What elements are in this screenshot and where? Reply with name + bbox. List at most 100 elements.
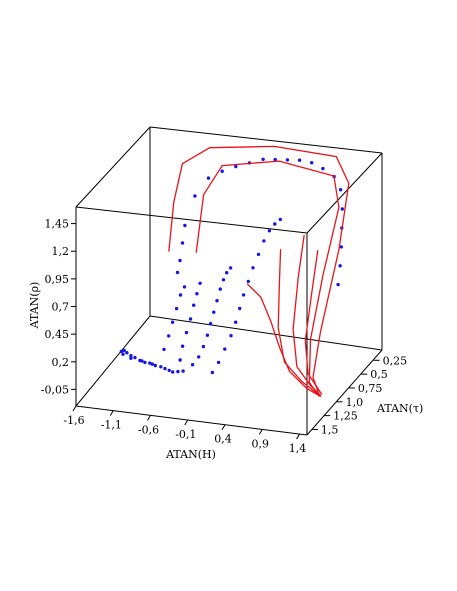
data-point [125, 351, 129, 355]
data-point [167, 334, 171, 338]
data-point [205, 333, 210, 337]
y-tick-label: 0,25 [383, 354, 408, 367]
trajectory-line [277, 249, 320, 396]
data-point [167, 368, 171, 373]
data-point [285, 158, 290, 162]
data-point [208, 322, 213, 326]
trajectory-line [292, 234, 322, 396]
data-point [184, 330, 189, 335]
data-point [188, 317, 193, 321]
box-edge [306, 152, 383, 234]
data-point [178, 293, 183, 297]
z-tick-label: 1,2 [52, 245, 70, 258]
data-point [220, 169, 224, 173]
data-point [215, 299, 219, 303]
box-edge [75, 405, 308, 436]
data-point [310, 161, 314, 165]
data-point [223, 347, 227, 351]
y-axis-label: ATAN(τ) [376, 402, 423, 415]
data-point [198, 281, 202, 285]
x-tick-label: 0,9 [252, 437, 270, 450]
box-edge [75, 126, 151, 208]
data-point [261, 157, 265, 161]
data-point [212, 310, 216, 314]
x-tick-mark [109, 410, 114, 416]
data-point [228, 266, 233, 270]
data-point [221, 278, 226, 282]
data-point [153, 363, 157, 368]
data-point [192, 303, 196, 307]
y-tick-label: 0,75 [358, 382, 383, 395]
x-tick-mark [258, 429, 263, 435]
data-point [163, 366, 167, 371]
trajectory-line [195, 160, 340, 397]
data-point [181, 369, 185, 373]
x-tick-label: -1,1 [101, 419, 122, 432]
data-point [182, 285, 187, 289]
data-point [143, 360, 147, 365]
data-point [162, 347, 166, 352]
data-point [176, 369, 180, 374]
x-tick-mark [184, 419, 189, 426]
data-point [180, 241, 185, 245]
data-point [238, 306, 242, 311]
data-point [321, 166, 325, 171]
data-point [178, 258, 182, 263]
tick-layer: -0,05 0,2 0,45 0,7 0,95 1,2 1,45 -1,6 -1,1 -0,6 -0… [41, 218, 407, 456]
data-point [210, 370, 215, 375]
z-tick-label: 0,2 [52, 356, 70, 369]
z-tick-label: 0,7 [52, 301, 70, 314]
x-tick-mark [221, 424, 226, 430]
data-point [251, 266, 255, 270]
data-point [121, 352, 125, 356]
data-point [140, 359, 144, 363]
box-edge [75, 206, 308, 234]
y-tick-label: 0,5 [370, 368, 388, 381]
data-point [273, 222, 277, 226]
data-point [178, 358, 182, 362]
data-point [119, 349, 124, 354]
z-axis-label: ATAN(ρ) [28, 282, 41, 330]
data-point [339, 245, 343, 249]
x-tick-mark [147, 415, 151, 421]
data-point [273, 157, 277, 162]
plot-box [75, 126, 383, 436]
y-tick-label: 1,25 [333, 410, 358, 423]
x-axis-label: ATAN(H) [165, 448, 216, 461]
data-point [122, 348, 126, 353]
data-point [262, 239, 266, 243]
trajectory-line [168, 145, 350, 396]
data-point [336, 282, 340, 287]
data-point [190, 363, 195, 367]
data-point [180, 344, 185, 348]
data-point [234, 164, 238, 169]
box-edge [75, 315, 151, 407]
data-point [218, 287, 222, 291]
data-point [338, 264, 342, 268]
x-tick-label: 0,4 [214, 433, 232, 446]
data-point [197, 355, 201, 359]
data-point [175, 270, 180, 275]
box-edge [306, 349, 383, 436]
z-tick-label: 0,95 [45, 273, 70, 286]
data-point [159, 365, 163, 369]
data-point [241, 293, 246, 297]
data-point [171, 370, 175, 374]
x-tick-mark [72, 405, 77, 412]
z-tick-label: 0,45 [45, 328, 70, 341]
x-tick-label: -0,1 [175, 428, 196, 441]
data-point [256, 252, 261, 257]
data-point [206, 176, 211, 180]
box-edge [149, 315, 383, 351]
data-point [129, 354, 133, 358]
data-point [150, 362, 154, 366]
trajectory-line [304, 250, 323, 395]
data-point [246, 279, 250, 284]
data-point [225, 271, 229, 275]
trajectory-line [246, 283, 322, 398]
data-point [216, 360, 221, 365]
data-point [340, 207, 344, 211]
data-point [193, 194, 197, 198]
data-layer [119, 145, 350, 398]
